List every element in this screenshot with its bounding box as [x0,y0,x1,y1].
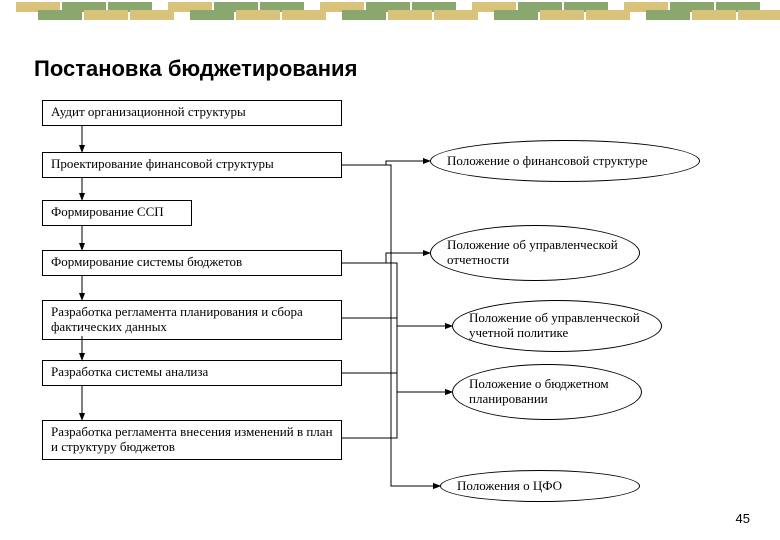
process-box-b4: Формирование системы бюджетов [42,250,342,276]
document-oval-o5: Положения о ЦФО [440,470,640,502]
document-oval-o4: Положение о бюджетном планировании [452,364,642,420]
process-box-b1: Аудит организационной структуры [42,100,342,126]
process-box-b3: Формирование ССП [42,200,192,226]
diagram-canvas: Аудит организационной структуры Проектиро… [0,0,780,540]
process-box-b6: Разработка системы анализа [42,360,342,386]
process-box-b2: Проектирование финансовой структуры [42,152,342,178]
process-box-b5: Разработка регламента планирования и сбо… [42,300,342,340]
document-oval-o3: Положение об управленческой учетной поли… [452,300,662,352]
page-number: 45 [736,511,750,526]
process-box-b7: Разработка регламента внесения изменений… [42,420,342,460]
document-oval-o1: Положение о финансовой структуре [430,140,700,182]
document-oval-o2: Положение об управленческой отчетности [430,225,640,281]
